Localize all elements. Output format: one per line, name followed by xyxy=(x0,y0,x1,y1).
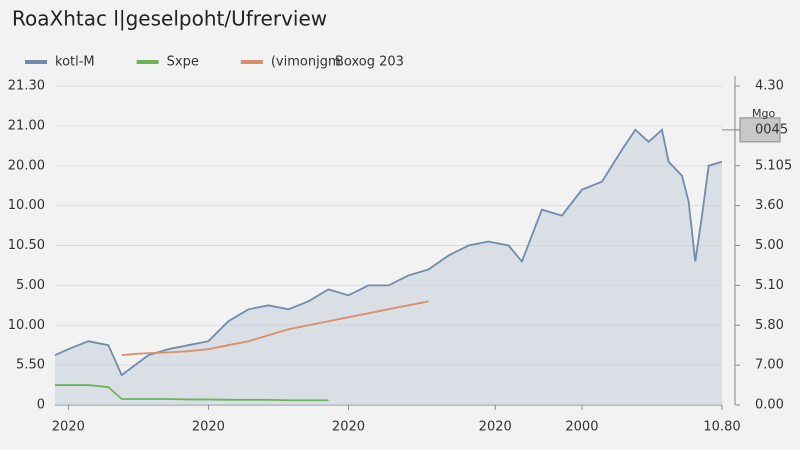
chart-title: RoaXhtac l|geselpoht/Ufrerview xyxy=(12,7,327,31)
legend-label: Sxpe xyxy=(167,55,199,70)
y2-tick-label: 3.60 xyxy=(755,198,784,213)
y2-tick-label: 0.00 xyxy=(755,398,784,413)
line xyxy=(121,300,429,357)
y2-tick-label: 5.10 xyxy=(755,278,784,293)
y2-tick-label: 5.00 xyxy=(755,238,784,253)
x-tick-label: 2020 xyxy=(479,420,512,435)
line xyxy=(54,128,723,377)
y-tick-label: 10.50 xyxy=(8,238,45,253)
annotation: Mgo xyxy=(752,107,775,120)
y-tick-label: 0 xyxy=(37,398,45,413)
y-tick-label: 5.00 xyxy=(16,278,45,293)
y-tick-label: 10.00 xyxy=(8,318,45,333)
x-tick-label: 10.80 xyxy=(703,420,740,435)
x-tick-label: 2000 xyxy=(565,420,598,435)
legend-label: kotl-M xyxy=(55,55,95,70)
y-tick-label: 5.50 xyxy=(16,358,45,373)
y2-tick-label: 5.105 xyxy=(755,158,792,173)
area xyxy=(55,129,722,406)
y2-tick-label: 5.80 xyxy=(755,318,784,333)
y2-tick-label: 7.00 xyxy=(755,358,784,373)
y-tick-label: 20.00 xyxy=(8,158,45,173)
x-tick-label: 2020 xyxy=(52,420,85,435)
y2-tick-label: 0045 xyxy=(755,122,788,137)
x-tick-label: 2020 xyxy=(192,420,225,435)
x-tick-label: 2020 xyxy=(332,420,365,435)
y-tick-label: 21.00 xyxy=(8,118,45,133)
y-tick-label: 10.00 xyxy=(8,198,45,213)
legend-note: Boxog 203 xyxy=(335,55,404,70)
legend-label: (vimonjgm xyxy=(271,55,341,70)
y2-tick-label: 4.30 xyxy=(755,79,784,94)
y-tick-label: 21.30 xyxy=(8,79,45,94)
line xyxy=(55,384,329,402)
